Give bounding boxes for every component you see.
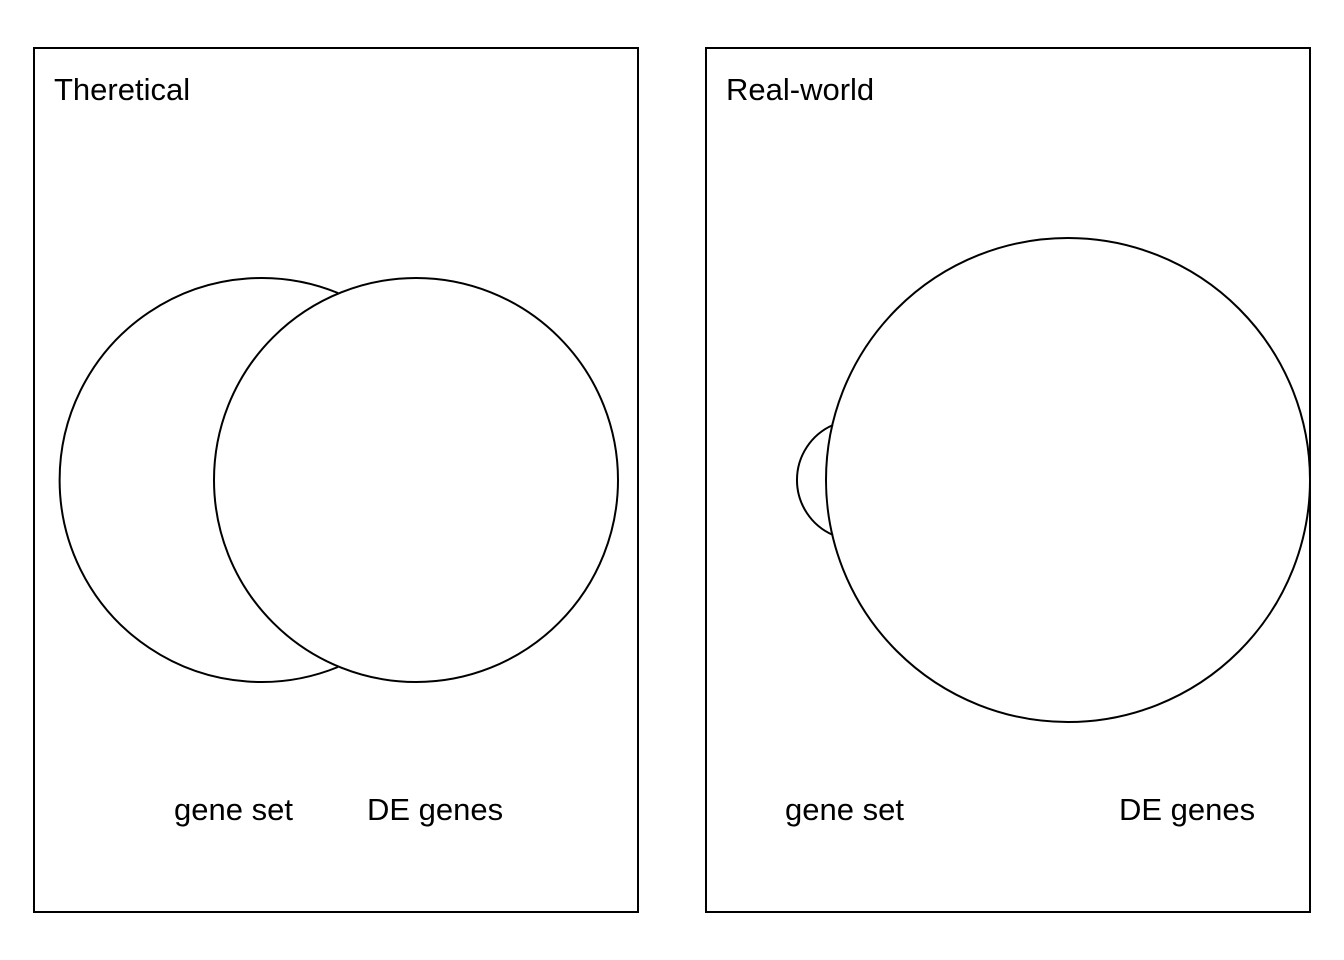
theoretical-de-genes-circle [213,277,619,683]
real-world-de-genes-circle [825,237,1311,723]
theoretical-gene-set-label: gene set [174,792,293,827]
real-world-panel: Real-world gene set DE genes [705,47,1311,913]
theoretical-gene-set-circle [58,277,339,683]
real-world-de-genes-label: DE genes [1119,792,1255,827]
real-world-panel-title: Real-world [726,72,874,107]
theoretical-panel-title: Theretical [54,72,190,107]
theoretical-de-genes-label: DE genes [367,792,503,827]
theoretical-panel: Theretical gene set DE genes [33,47,639,913]
real-world-gene-set-circle [795,424,834,536]
theoretical-panel-frame [33,47,639,913]
real-world-gene-set-label: gene set [785,792,904,827]
